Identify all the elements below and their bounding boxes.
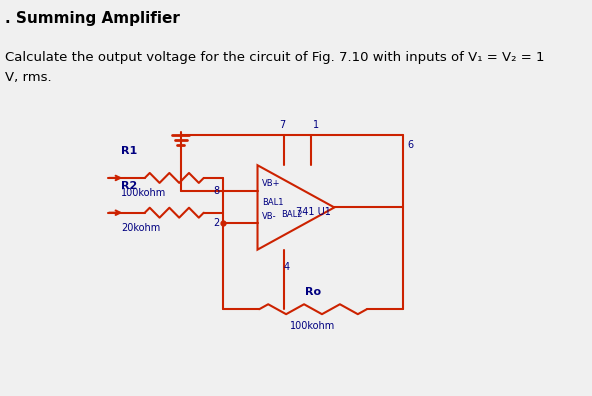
Text: R2: R2: [121, 181, 137, 191]
Text: . Summing Amplifier: . Summing Amplifier: [5, 11, 180, 26]
Text: 100kohm: 100kohm: [291, 321, 336, 331]
Text: Ro: Ro: [305, 287, 321, 297]
Text: Calculate the output voltage for the circuit of Fig. 7.10 with inputs of V₁ = V₂: Calculate the output voltage for the cir…: [5, 51, 544, 64]
Text: 7: 7: [279, 120, 285, 130]
Text: 4: 4: [284, 261, 290, 272]
Text: 2: 2: [213, 218, 219, 228]
Text: 100kohm: 100kohm: [121, 188, 166, 198]
Text: BAL2: BAL2: [281, 210, 303, 219]
Text: 6: 6: [407, 140, 413, 150]
Text: V, rms.: V, rms.: [5, 71, 52, 84]
Text: BAL1: BAL1: [262, 198, 284, 208]
Text: VB-: VB-: [262, 211, 276, 221]
Text: 8: 8: [213, 186, 219, 196]
Text: R1: R1: [121, 146, 137, 156]
Text: 741 U1: 741 U1: [296, 208, 331, 217]
Text: 20kohm: 20kohm: [121, 223, 160, 232]
Text: VB+: VB+: [262, 179, 280, 188]
Text: 1: 1: [313, 120, 318, 130]
